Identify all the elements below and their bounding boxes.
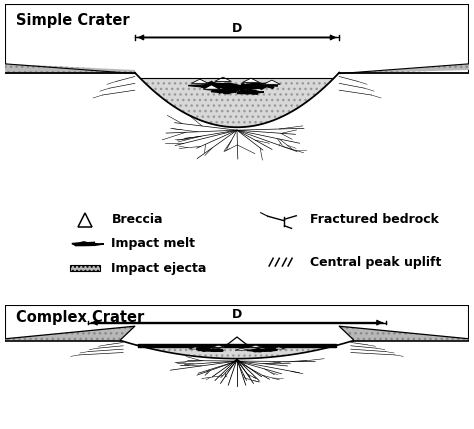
Polygon shape xyxy=(263,348,277,351)
Polygon shape xyxy=(191,79,208,83)
Polygon shape xyxy=(237,89,264,94)
Polygon shape xyxy=(215,77,231,82)
Polygon shape xyxy=(202,349,216,351)
Text: Impact ejecta: Impact ejecta xyxy=(111,262,207,275)
Polygon shape xyxy=(203,85,220,89)
Text: Simple Crater: Simple Crater xyxy=(16,13,130,28)
Polygon shape xyxy=(141,79,333,127)
Polygon shape xyxy=(211,88,237,94)
Polygon shape xyxy=(5,326,135,341)
Polygon shape xyxy=(249,345,262,347)
Text: Breccia: Breccia xyxy=(111,213,163,226)
Polygon shape xyxy=(246,83,278,89)
Polygon shape xyxy=(208,349,223,351)
Bar xyxy=(70,265,100,271)
Polygon shape xyxy=(218,83,254,92)
Text: D: D xyxy=(232,22,242,35)
Polygon shape xyxy=(235,348,248,350)
Text: Fractured bedrock: Fractured bedrock xyxy=(310,213,439,226)
Polygon shape xyxy=(264,80,280,85)
Polygon shape xyxy=(72,242,104,246)
Polygon shape xyxy=(188,82,235,90)
Polygon shape xyxy=(258,349,272,351)
Polygon shape xyxy=(339,64,469,74)
Polygon shape xyxy=(189,347,202,349)
Text: Complex Crater: Complex Crater xyxy=(16,310,145,325)
Text: D: D xyxy=(232,308,242,321)
Text: Central peak uplift: Central peak uplift xyxy=(310,256,442,269)
Polygon shape xyxy=(5,64,135,74)
Text: Impact melt: Impact melt xyxy=(111,238,195,251)
Polygon shape xyxy=(204,337,270,347)
Polygon shape xyxy=(212,345,225,347)
Polygon shape xyxy=(339,326,469,341)
Polygon shape xyxy=(133,344,341,359)
Polygon shape xyxy=(247,349,267,352)
Polygon shape xyxy=(243,78,259,82)
Polygon shape xyxy=(272,347,285,349)
Polygon shape xyxy=(196,348,215,351)
